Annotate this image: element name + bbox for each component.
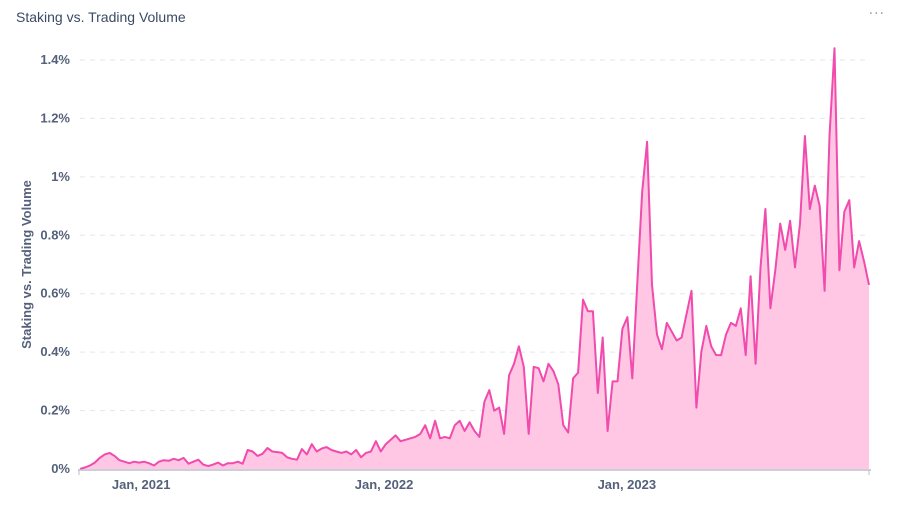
grid-lines (80, 59, 869, 412)
chart-title: Staking vs. Trading Volume (16, 9, 186, 25)
y-tick-label: 0.4% (40, 344, 70, 359)
more-options-icon[interactable]: ··· (868, 6, 885, 22)
x-tick-label: Jan, 2021 (112, 477, 171, 492)
x-tick-label: Jan, 2023 (598, 477, 657, 492)
y-tick-label: 0.6% (40, 286, 70, 301)
x-tick-label: Jan, 2022 (355, 477, 414, 492)
y-tick-label: 0.2% (40, 403, 70, 418)
y-tick-label: 0.8% (40, 227, 70, 242)
y-axis-ticks: 0% 0.2% 0.4% 0.6% 0.8% 1% 1.2% 1.4% (40, 52, 70, 476)
series-area-fill (80, 48, 869, 470)
y-tick-label: 0% (51, 461, 70, 476)
y-tick-label: 1.4% (40, 52, 70, 67)
series-line (79, 47, 870, 470)
y-tick-label: 1.2% (40, 110, 70, 125)
y-axis-label: Staking vs. Trading Volume (19, 180, 34, 349)
y-tick-label: 1% (51, 169, 70, 184)
x-axis-ticks: Jan, 2021 Jan, 2022 Jan, 2023 (78, 470, 870, 492)
